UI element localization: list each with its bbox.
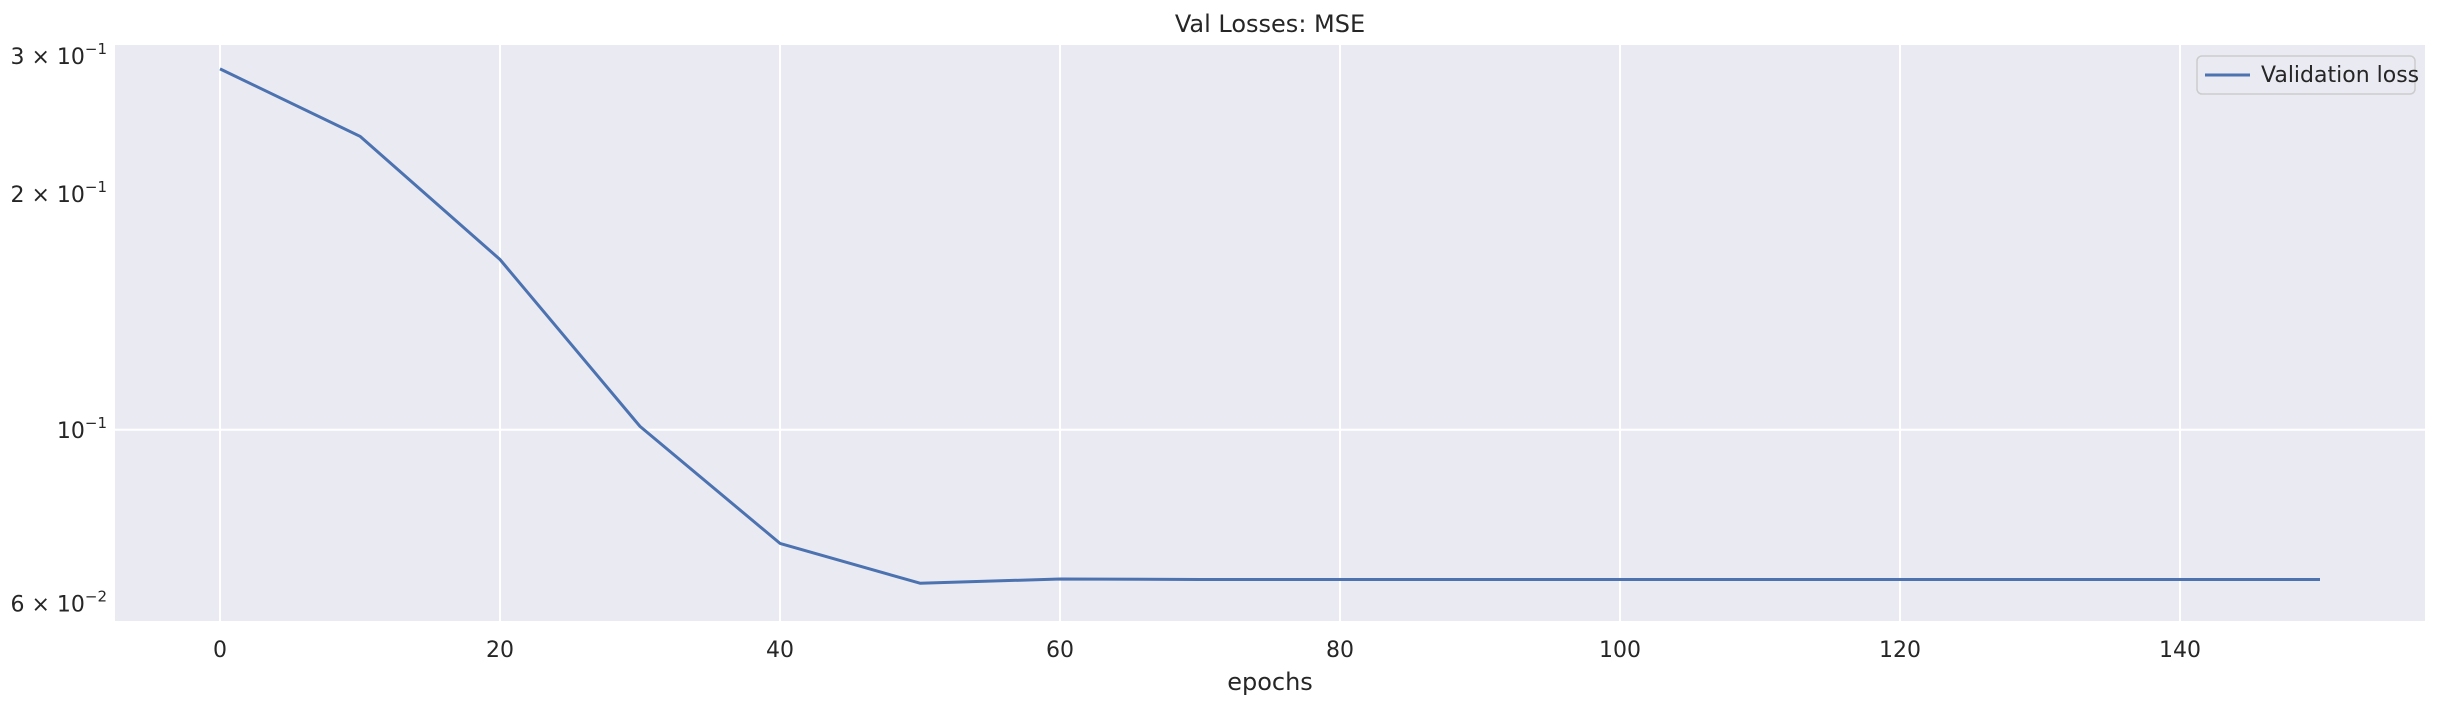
legend-box (2196, 55, 2416, 95)
x-tick-label: 140 (2159, 638, 2201, 663)
x-tick-labels: 0 20 40 60 80 100 120 140 (213, 638, 2201, 663)
x-axis-label: epochs (1227, 668, 1313, 696)
plot-area (115, 45, 2425, 621)
chart-title: Val Losses: MSE (1175, 10, 1365, 38)
x-tick-label: 100 (1599, 638, 1641, 663)
x-tick-label: 40 (766, 638, 794, 663)
x-tick-label: 60 (1046, 638, 1074, 663)
y-tick-label: 3 × 10−1 (10, 40, 107, 70)
y-tick-label: 10−1 (57, 414, 107, 444)
y-tick-label: 6 × 10−2 (10, 588, 107, 618)
y-tick-label: 2 × 10−1 (10, 178, 107, 208)
series-layer (219, 67, 2320, 585)
y-tick-labels: 3 × 10−1 2 × 10−1 10−1 6 × 10−2 (10, 40, 107, 617)
x-tick-label: 120 (1879, 638, 1921, 663)
legend: Validation loss (2196, 55, 2419, 95)
x-tick-label: 80 (1326, 638, 1354, 663)
x-tick-label: 0 (213, 638, 227, 663)
series-line-validation-loss (219, 67, 2320, 585)
legend-label-validation-loss: Validation loss (2261, 63, 2419, 88)
grid-lines (115, 45, 2425, 621)
x-tick-label: 20 (486, 638, 514, 663)
